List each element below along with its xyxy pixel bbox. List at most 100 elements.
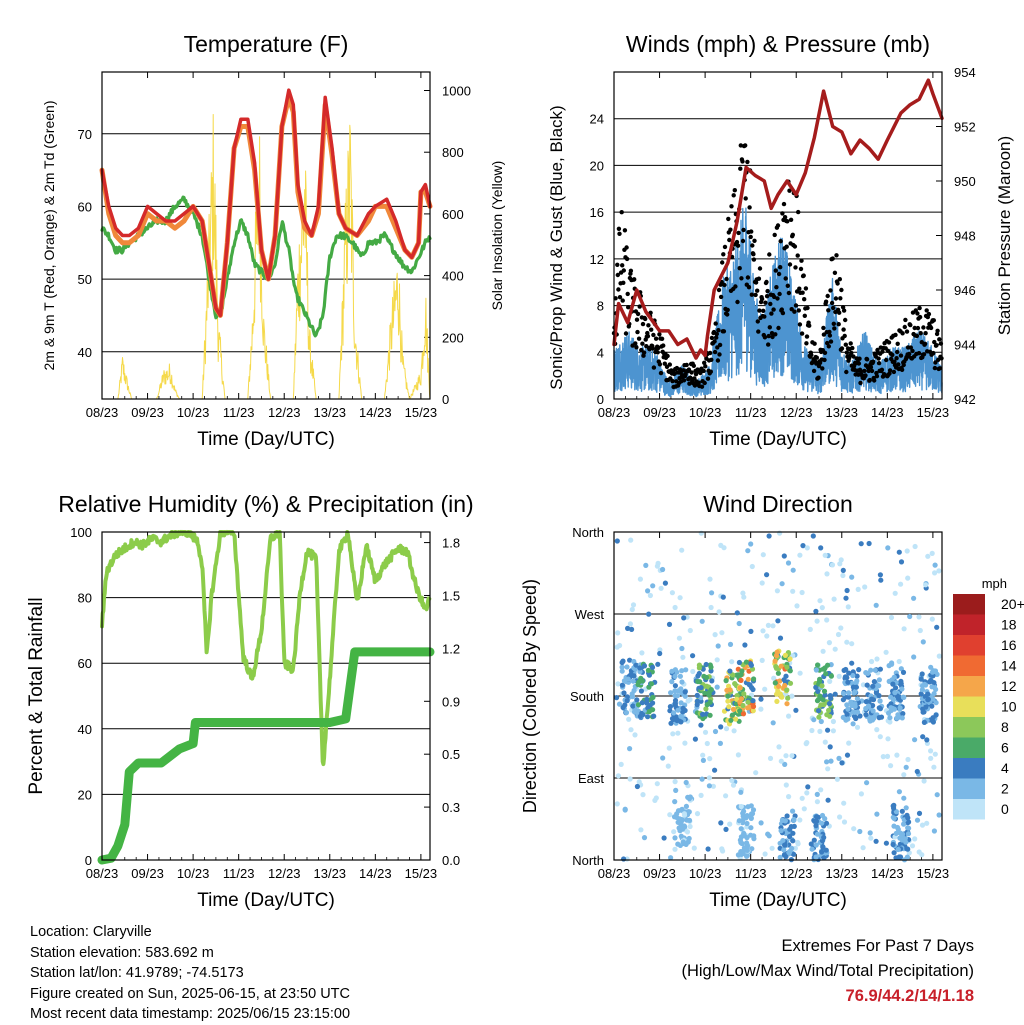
gust-point <box>864 357 870 362</box>
gust-point <box>841 327 846 332</box>
gust-point <box>772 232 777 238</box>
direction-point <box>779 694 785 700</box>
direction-point <box>820 844 826 850</box>
direction-point <box>845 679 851 685</box>
direction-point <box>871 715 877 722</box>
direction-point <box>825 797 831 803</box>
gust-point <box>649 327 654 332</box>
direction-point <box>758 696 764 702</box>
direction-point <box>809 727 815 734</box>
gust-point <box>656 345 661 351</box>
direction-point <box>680 705 686 711</box>
legend-swatch <box>953 655 985 676</box>
direction-point <box>751 836 757 842</box>
y2-tick-label: 1000 <box>442 84 471 99</box>
gust-point <box>833 296 839 301</box>
direction-point <box>934 792 940 798</box>
gust-point <box>752 238 757 243</box>
direction-point <box>893 685 899 691</box>
direction-point <box>850 721 856 727</box>
y-tick-label: 20 <box>590 158 604 173</box>
direction-point <box>901 694 907 701</box>
direction-point <box>639 700 645 706</box>
gust-point <box>771 307 776 312</box>
direction-point <box>858 541 864 547</box>
direction-point <box>828 758 834 764</box>
direction-point <box>732 681 738 687</box>
direction-point <box>844 702 850 708</box>
direction-point <box>667 708 673 714</box>
gust-point <box>702 360 707 365</box>
gust-point <box>633 341 638 346</box>
direction-point <box>829 562 836 568</box>
direction-point <box>758 820 764 826</box>
gust-point <box>866 368 871 374</box>
direction-point <box>840 697 847 703</box>
direction-point <box>629 606 635 613</box>
gust-point <box>696 380 701 385</box>
direction-point <box>619 659 625 666</box>
direction-point <box>672 604 678 611</box>
direction-point <box>936 568 942 574</box>
direction-point <box>845 604 851 610</box>
gust-point <box>729 204 734 209</box>
direction-point <box>741 594 747 600</box>
gust-point <box>764 294 770 299</box>
direction-point <box>716 609 722 615</box>
x-tick-label: 11/23 <box>223 866 255 881</box>
direction-point <box>624 664 630 670</box>
direction-point <box>914 817 921 823</box>
gust-point <box>646 323 651 328</box>
gust-point <box>904 329 910 334</box>
gust-point <box>884 357 889 363</box>
direction-point <box>662 580 669 586</box>
direction-point <box>668 855 674 861</box>
direction-point <box>637 669 643 675</box>
gust-point <box>624 256 630 262</box>
gust-point <box>908 322 913 328</box>
y-tick-label: East <box>578 771 604 786</box>
direction-point <box>901 626 907 632</box>
gust-point <box>812 341 817 346</box>
direction-point <box>920 639 926 645</box>
gust-point <box>655 350 660 355</box>
direction-point <box>823 820 830 826</box>
direction-point <box>920 734 926 740</box>
direction-point <box>645 714 651 720</box>
direction-point <box>878 577 884 583</box>
direction-point <box>824 759 830 765</box>
direction-point <box>695 678 701 685</box>
direction-point <box>614 801 620 807</box>
direction-point <box>823 671 829 677</box>
direction-point <box>838 557 844 563</box>
direction-point <box>727 687 733 693</box>
gust-point <box>780 310 786 316</box>
gust-point <box>715 345 720 350</box>
direction-point <box>811 717 817 723</box>
gust-point <box>751 257 757 262</box>
direction-point <box>708 604 714 611</box>
legend-label: 20+ <box>1001 596 1024 612</box>
gust-point <box>893 332 898 338</box>
direction-point <box>741 691 747 697</box>
direction-point <box>674 811 680 817</box>
direction-point <box>815 688 821 695</box>
direction-point <box>784 664 790 670</box>
y2-tick-label: 952 <box>954 120 976 135</box>
direction-point <box>776 683 782 690</box>
gust-point <box>761 308 766 313</box>
y2-axis-title: Solar Insolation (Yellow) <box>489 161 505 311</box>
gust-point <box>800 290 805 295</box>
gust-point <box>880 349 885 354</box>
direction-point <box>858 791 865 797</box>
gust-point <box>828 339 834 344</box>
direction-point <box>936 812 942 818</box>
gust-point <box>636 336 642 341</box>
gust-point <box>796 308 801 313</box>
direction-point <box>778 828 784 834</box>
direction-point <box>766 533 772 539</box>
direction-point <box>897 705 903 711</box>
gust-point <box>892 359 897 364</box>
direction-point <box>779 581 785 587</box>
